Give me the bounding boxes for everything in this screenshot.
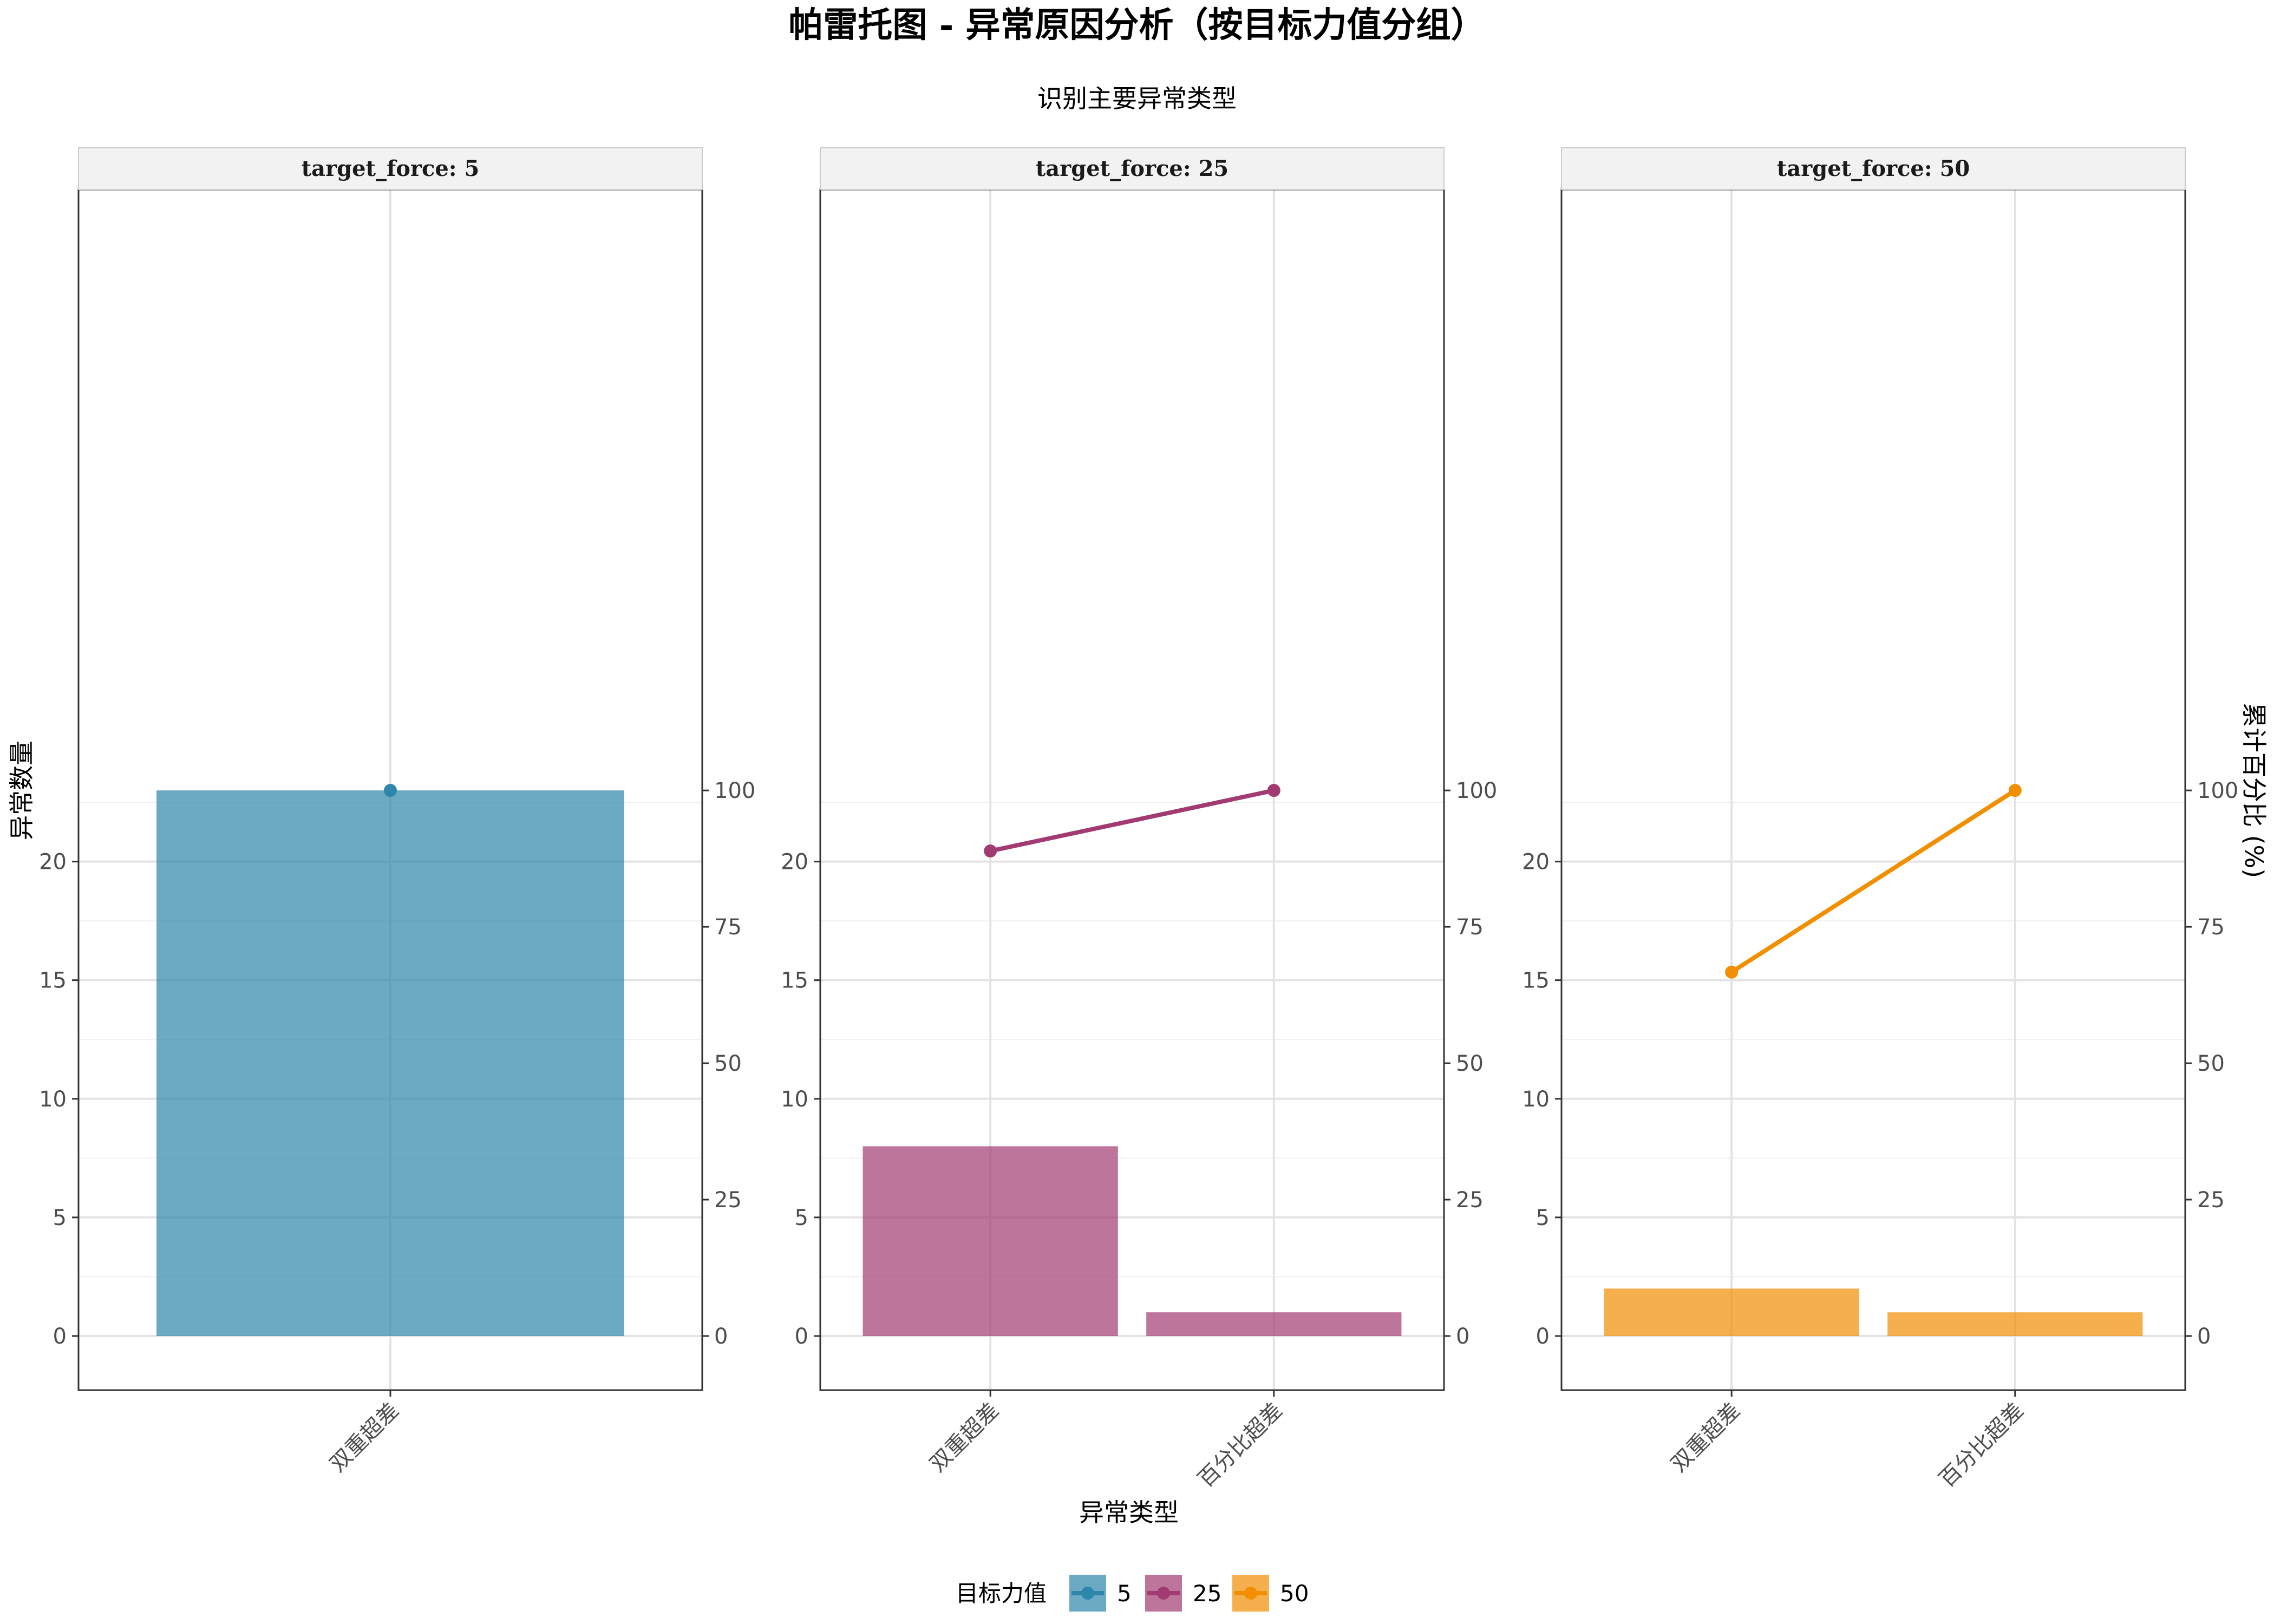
y-right-tick-label: 25 bbox=[1456, 1188, 1484, 1213]
legend-entry-50: 50 bbox=[1232, 1575, 1309, 1612]
chart-title: 帕雷托图 - 异常原因分析（按目标力值分组） bbox=[788, 5, 1485, 45]
cumulative-point-2 bbox=[2008, 784, 2022, 797]
y-right-tick-label: 75 bbox=[1456, 915, 1484, 940]
y-axis-title: 异常数量 bbox=[7, 741, 36, 840]
x-tick-label: 双重超差 bbox=[325, 1398, 404, 1477]
y-right-tick-label: 0 bbox=[2197, 1324, 2211, 1349]
legend-label: 50 bbox=[1280, 1580, 1309, 1607]
cumulative-line bbox=[1730, 788, 2016, 974]
cumulative-point-1 bbox=[1725, 965, 1739, 979]
y-right-tick-label: 100 bbox=[2197, 778, 2238, 803]
y-tick-label: 10 bbox=[39, 1087, 67, 1112]
y-right-tick-label: 0 bbox=[714, 1324, 728, 1349]
y-right-tick-label: 100 bbox=[714, 778, 755, 803]
y-right-axis-title: 累计百分比 (%) bbox=[2239, 703, 2269, 878]
strip-background bbox=[820, 147, 1445, 190]
y-tick-label: 5 bbox=[1536, 1206, 1550, 1230]
panel-3: target_force: 50 0 5 10 15 20 0 25 50 75 100 双重超差 百分… bbox=[1522, 147, 2238, 1492]
y-right-tick-label: 50 bbox=[1456, 1051, 1484, 1076]
x-tick-label: 双重超差 bbox=[1667, 1398, 1746, 1477]
y-tick-label: 20 bbox=[39, 850, 67, 875]
y-tick-label: 20 bbox=[781, 850, 808, 875]
cumulative-point-2 bbox=[1267, 784, 1280, 797]
facet-panels: target_force: 5051015200255075100双重超差tar… bbox=[39, 147, 2238, 1492]
cumulative-point-1 bbox=[984, 844, 997, 858]
panel-background bbox=[1561, 189, 2185, 1390]
y-tick-label: 20 bbox=[1522, 850, 1550, 875]
y-right-tick-label: 75 bbox=[2197, 915, 2225, 940]
x-tick-label: 双重超差 bbox=[925, 1398, 1004, 1477]
legend-title: 目标力值 bbox=[956, 1580, 1047, 1607]
x-axis-title: 异常类型 bbox=[1079, 1498, 1179, 1527]
x-tick-label: 百分比超差 bbox=[1193, 1398, 1288, 1492]
bar-1 bbox=[862, 1146, 1118, 1336]
y-right-tick-label: 50 bbox=[714, 1051, 742, 1076]
bar-1 bbox=[1604, 1288, 1859, 1336]
y-right-tick-label: 25 bbox=[714, 1188, 742, 1213]
y-tick-label: 5 bbox=[795, 1206, 808, 1230]
cumulative-line bbox=[990, 788, 1275, 853]
strip-label: target_force: 50 bbox=[1777, 156, 1970, 181]
panel-1: target_force: 5 0 5 10 15 20 0 25 50 75 100 双重超差 bbox=[39, 147, 755, 1477]
y-tick-label: 5 bbox=[53, 1206, 67, 1230]
bar-1 bbox=[156, 790, 624, 1336]
legend-entry-5: 5 bbox=[1069, 1575, 1132, 1612]
legend: 目标力值 5 25 50 bbox=[956, 1575, 1309, 1612]
strip-label: target_force: 25 bbox=[1036, 156, 1229, 181]
y-tick-label: 15 bbox=[39, 968, 67, 993]
legend-key-point bbox=[1157, 1587, 1170, 1600]
chart-subtitle: 识别主要异常类型 bbox=[1037, 84, 1237, 113]
legend-key-point bbox=[1244, 1587, 1257, 1600]
legend-label: 25 bbox=[1193, 1580, 1221, 1607]
cumulative-point-1 bbox=[384, 784, 397, 797]
y-right-tick-label: 100 bbox=[1456, 778, 1497, 803]
bar-2 bbox=[1146, 1312, 1402, 1336]
y-tick-label: 10 bbox=[781, 1087, 808, 1112]
y-tick-label: 15 bbox=[1522, 968, 1550, 993]
y-right-tick-label: 75 bbox=[714, 915, 742, 940]
strip-label: target_force: 5 bbox=[302, 156, 480, 181]
y-tick-label: 0 bbox=[53, 1324, 67, 1349]
legend-entry-25: 25 bbox=[1145, 1575, 1221, 1612]
y-tick-label: 0 bbox=[1536, 1324, 1550, 1349]
y-right-tick-label: 50 bbox=[2197, 1051, 2225, 1076]
strip-background bbox=[78, 147, 703, 190]
x-tick-label: 百分比超差 bbox=[1935, 1398, 2029, 1492]
y-tick-label: 10 bbox=[1522, 1087, 1550, 1112]
strip-background bbox=[1561, 147, 2186, 190]
y-tick-label: 15 bbox=[781, 968, 808, 993]
panel-2: target_force: 25 0 5 10 15 20 0 25 50 75 100 双重超差 百分… bbox=[781, 147, 1497, 1492]
y-tick-label: 0 bbox=[795, 1324, 808, 1349]
y-right-tick-label: 0 bbox=[1456, 1324, 1469, 1349]
legend-key-point bbox=[1081, 1587, 1094, 1600]
bar-2 bbox=[1887, 1312, 2143, 1336]
y-right-tick-label: 25 bbox=[2197, 1188, 2225, 1213]
legend-label: 5 bbox=[1117, 1580, 1132, 1607]
